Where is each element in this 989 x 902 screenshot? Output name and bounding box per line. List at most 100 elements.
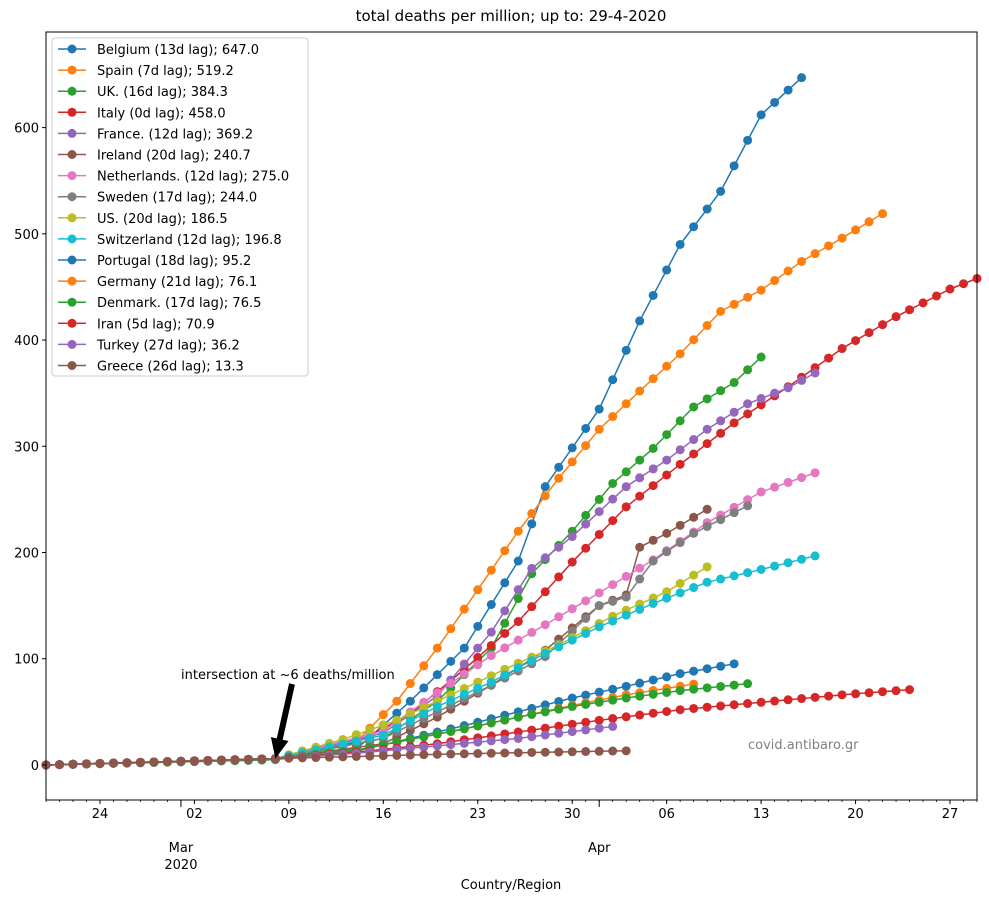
data-point bbox=[756, 352, 766, 362]
data-point bbox=[608, 494, 618, 504]
data-point bbox=[486, 748, 496, 758]
data-point bbox=[797, 694, 807, 704]
data-point bbox=[351, 736, 361, 746]
x-year-label: 2020 bbox=[164, 858, 197, 873]
data-point bbox=[513, 733, 523, 743]
x-tick-label: 13 bbox=[753, 807, 770, 822]
data-point bbox=[716, 515, 726, 525]
data-point bbox=[702, 683, 712, 693]
x-tick-label: 06 bbox=[658, 807, 675, 822]
data-point bbox=[702, 577, 712, 587]
data-point bbox=[419, 732, 429, 742]
data-point bbox=[527, 709, 537, 719]
data-point bbox=[459, 689, 469, 699]
data-point bbox=[770, 276, 780, 286]
data-point bbox=[432, 749, 442, 759]
data-point bbox=[743, 409, 753, 419]
y-tick-label: 300 bbox=[14, 440, 39, 455]
data-point bbox=[540, 491, 550, 501]
data-point bbox=[95, 758, 105, 768]
legend-marker bbox=[67, 255, 77, 265]
legend-label: Spain (7d lag); 519.2 bbox=[97, 64, 234, 79]
data-point bbox=[500, 628, 510, 638]
data-point bbox=[675, 686, 685, 696]
y-tick-label: 100 bbox=[14, 653, 39, 668]
legend-marker bbox=[67, 276, 77, 286]
data-point bbox=[486, 651, 496, 661]
data-point bbox=[581, 725, 591, 735]
data-point bbox=[527, 602, 537, 612]
data-point bbox=[810, 468, 820, 478]
annotation-layer: intersection at ~6 deaths/million covid.… bbox=[181, 668, 859, 759]
legend-marker bbox=[67, 128, 77, 138]
data-point bbox=[729, 700, 739, 710]
data-point bbox=[716, 428, 726, 438]
data-point bbox=[891, 686, 901, 696]
data-point bbox=[581, 690, 591, 700]
data-point bbox=[581, 717, 591, 727]
data-point bbox=[608, 746, 618, 756]
data-point bbox=[675, 349, 685, 359]
data-point bbox=[675, 239, 685, 249]
data-point bbox=[648, 443, 658, 453]
data-point bbox=[567, 693, 577, 703]
data-point bbox=[351, 751, 361, 761]
data-point bbox=[635, 316, 645, 326]
data-point bbox=[675, 578, 685, 588]
data-point bbox=[459, 604, 469, 614]
legend-label: Switzerland (12d lag); 196.8 bbox=[97, 233, 282, 248]
data-point bbox=[662, 430, 672, 440]
legend-marker bbox=[67, 65, 77, 75]
data-point bbox=[594, 424, 604, 434]
data-point bbox=[783, 477, 793, 487]
legend-label: Portugal (18d lag); 95.2 bbox=[97, 254, 251, 269]
data-point bbox=[594, 601, 604, 611]
legend-item: Ireland (20d lag); 240.7 bbox=[58, 149, 251, 164]
data-point bbox=[554, 721, 564, 731]
data-point bbox=[459, 669, 469, 679]
data-point bbox=[473, 683, 483, 693]
data-point bbox=[608, 580, 618, 590]
data-point bbox=[621, 746, 631, 756]
data-point bbox=[486, 718, 496, 728]
data-point bbox=[689, 666, 699, 676]
data-point bbox=[783, 383, 793, 393]
data-point bbox=[527, 656, 537, 666]
legend-marker bbox=[67, 192, 77, 202]
data-point bbox=[621, 399, 631, 409]
y-tick-label: 200 bbox=[14, 546, 39, 561]
data-point bbox=[648, 675, 658, 685]
data-point bbox=[567, 604, 577, 614]
legend-item: Sweden (17d lag); 244.0 bbox=[58, 191, 257, 206]
data-point bbox=[729, 508, 739, 518]
data-point bbox=[729, 378, 739, 388]
data-point bbox=[378, 730, 388, 740]
data-point bbox=[567, 626, 577, 636]
data-point bbox=[797, 73, 807, 83]
data-point bbox=[689, 335, 699, 345]
data-point bbox=[554, 542, 564, 552]
data-point bbox=[378, 751, 388, 761]
data-point bbox=[756, 487, 766, 497]
data-point bbox=[716, 416, 726, 426]
data-point bbox=[567, 702, 577, 712]
data-point bbox=[783, 85, 793, 95]
data-point bbox=[743, 568, 753, 578]
data-point bbox=[770, 561, 780, 571]
data-point bbox=[743, 365, 753, 375]
data-point bbox=[608, 478, 618, 488]
data-point bbox=[351, 730, 361, 740]
x-axis-label: Country/Region bbox=[461, 878, 562, 893]
data-point bbox=[716, 386, 726, 396]
legend-marker bbox=[67, 107, 77, 117]
data-point bbox=[743, 399, 753, 409]
data-point bbox=[716, 661, 726, 671]
data-point bbox=[608, 695, 618, 705]
data-point bbox=[581, 519, 591, 529]
legend-item: US. (20d lag); 186.5 bbox=[58, 212, 228, 227]
data-point bbox=[540, 707, 550, 717]
legend-label: Turkey (27d lag); 36.2 bbox=[96, 338, 240, 353]
data-point bbox=[554, 704, 564, 714]
data-point bbox=[905, 305, 915, 315]
data-point bbox=[662, 470, 672, 480]
